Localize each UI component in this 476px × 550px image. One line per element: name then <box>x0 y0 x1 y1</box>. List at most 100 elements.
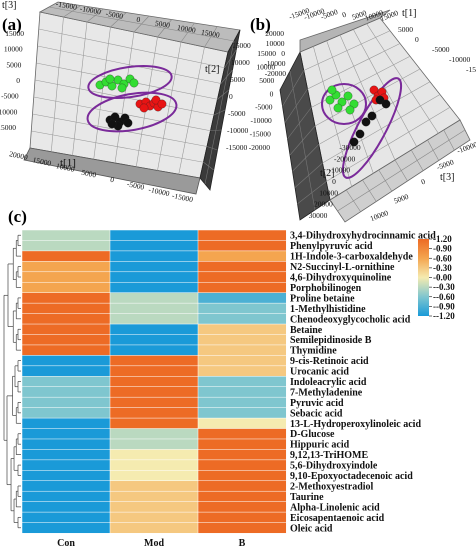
panel-a-ticks: t[3] t[2] t[1] <box>2 0 219 169</box>
heatmap-cell <box>21 229 111 241</box>
color-scale-tick-label: -0.00 <box>433 273 452 283</box>
panel-b-t1-tick-label: -5000 <box>432 45 450 54</box>
color-scale-bar <box>418 239 429 316</box>
heatmap-cell <box>21 281 111 294</box>
score-point <box>361 117 371 127</box>
heatmap-cell <box>197 396 287 409</box>
panel-a-t1-tick-label: 5000 <box>81 168 98 180</box>
panel-b-t2-tick-label: 30000 <box>309 211 328 220</box>
heatmap-row-label: Betaine <box>290 325 323 336</box>
heatmap-cell <box>21 302 111 315</box>
heatmap-cell <box>21 292 111 304</box>
heatmap-cell <box>197 386 287 398</box>
heatmap-row-label: 2-Methoxyestradiol <box>290 481 374 492</box>
grid-line <box>37 45 222 84</box>
heatmap-cell <box>197 522 287 534</box>
heatmap-cell <box>109 334 199 346</box>
heatmap-row-label: 5,6-Dihydroxyindole <box>290 461 378 472</box>
heatmap-cell <box>21 271 111 283</box>
panel-a-t2-tick-label: -15000 <box>226 143 247 152</box>
heatmap-cell <box>109 323 199 336</box>
panel-a-points <box>95 74 167 131</box>
panel-a-t2-tick-label: 0 <box>229 92 233 101</box>
panel-b-upper-left-tick-label: -10000 <box>264 59 285 68</box>
panel-b-t3-tick-label: 10000 <box>369 208 390 223</box>
heatmap-cell <box>109 396 199 409</box>
heatmap-cell <box>21 313 111 325</box>
score-point <box>107 119 117 129</box>
panel-a-axis-t1: t[1] <box>60 157 76 169</box>
heatmap-row-label: Chenodeoxyglycocholic acid <box>290 314 411 325</box>
heatmap-cell <box>109 365 199 377</box>
heatmap-cell <box>109 428 199 440</box>
color-scale-labels: -1.20-0.90-0.60-0.30-0.00--0.30--0.60--0… <box>429 234 455 321</box>
heatmap-row-label: Phenylpyruvic acid <box>290 241 373 252</box>
panel-b-axis-t1: t[1] <box>402 8 416 19</box>
heatmap-cell <box>109 229 199 241</box>
heatmap-row-label: N2-Succinyl-L-ornithine <box>290 262 395 273</box>
heatmap-cell <box>197 229 287 241</box>
heatmap-cell <box>21 459 111 471</box>
panel-b-upper-left-tick-label: 10000 <box>266 39 285 48</box>
panel-a-top-tick-label: 15000 <box>200 27 220 39</box>
panel-b-grid <box>282 23 466 212</box>
panel-a-t1-tick-label: 0 <box>109 175 115 185</box>
heatmap-row-label: Urocanic acid <box>290 367 349 378</box>
heatmap-cell <box>109 501 199 513</box>
panel-a-t1-tick-label: -5000 <box>126 179 145 191</box>
heatmap-cell <box>109 250 199 262</box>
heatmap-cell <box>21 407 111 419</box>
heatmap-row-label: D-Glucose <box>290 429 335 440</box>
score-point <box>345 105 355 115</box>
panel-b-t2-tick-label: -20000 <box>334 154 355 163</box>
heatmap-cell <box>109 292 199 304</box>
panel-a-top-tick-label: -5000 <box>105 9 124 21</box>
panel-a-bottom-wall <box>23 147 201 195</box>
grid-line <box>48 6 235 42</box>
panel-b-left-tick-label: -5000 <box>255 103 273 112</box>
heatmap-cell <box>109 511 199 524</box>
heatmap-row-label: 1H-Indole-3-carboxaldehyde <box>290 252 413 263</box>
panel-a-t3-tick-label: 0 <box>16 76 20 85</box>
panel-a-t3-tick-label: 10000 <box>4 45 23 54</box>
panel-a-t2-tick-label: -5000 <box>228 109 246 118</box>
heatmap-cell <box>197 407 287 419</box>
heatmap-cell <box>109 240 199 252</box>
color-scale-tick-label: -0.30 <box>433 263 452 273</box>
heatmap-cell <box>109 344 199 356</box>
color-scale-tick-label: --0.90 <box>433 301 455 311</box>
heatmap-dendrogram <box>3 234 21 529</box>
panel-a-t3-tick-label: -10000 <box>0 107 18 116</box>
heatmap-cell <box>21 428 111 440</box>
heatmap-cell <box>21 365 111 377</box>
heatmap-row-labels: 3,4-Dihydroxyhydrocinnamic acidPhenylpyr… <box>290 231 436 535</box>
heatmap-cell <box>197 281 287 294</box>
heatmap-cell <box>21 470 111 482</box>
heatmap-cell <box>109 449 199 461</box>
score-point <box>349 137 359 147</box>
heatmap-column-label: B <box>239 538 246 549</box>
grid-line <box>224 49 237 68</box>
grid-line <box>32 113 208 147</box>
heatmap-cell <box>109 355 199 367</box>
heatmap-row-label: Proline betaine <box>290 293 355 304</box>
heatmap-cell <box>109 522 199 534</box>
score-point <box>367 111 377 121</box>
heatmap-cell <box>197 438 287 450</box>
heatmap-cell <box>109 271 199 283</box>
score-point <box>327 85 337 95</box>
heatmap-row-label: 9,10-Epoxyoctadecenoic acid <box>290 471 413 482</box>
panel-b-axis-t2: t[2] <box>320 168 334 179</box>
color-scale-tick-label: --0.30 <box>433 282 455 292</box>
heatmap-row-label: Eicosapentaenoic acid <box>290 513 385 524</box>
color-scale-tick-label: -0.90 <box>433 244 452 254</box>
panel-b-left-wall <box>279 50 331 221</box>
panel-a-top-tick-label: 5000 <box>154 18 171 30</box>
heatmap-cell <box>197 302 287 315</box>
panel-a-t1-tick-label: -10000 <box>148 185 171 198</box>
heatmap-cell <box>197 376 287 388</box>
heatmap-row-label: Thymidine <box>290 346 337 357</box>
panel-b-left-tick-label: -10000 <box>250 116 271 125</box>
panel-a-t1-tick-label: 20000 <box>8 149 28 162</box>
